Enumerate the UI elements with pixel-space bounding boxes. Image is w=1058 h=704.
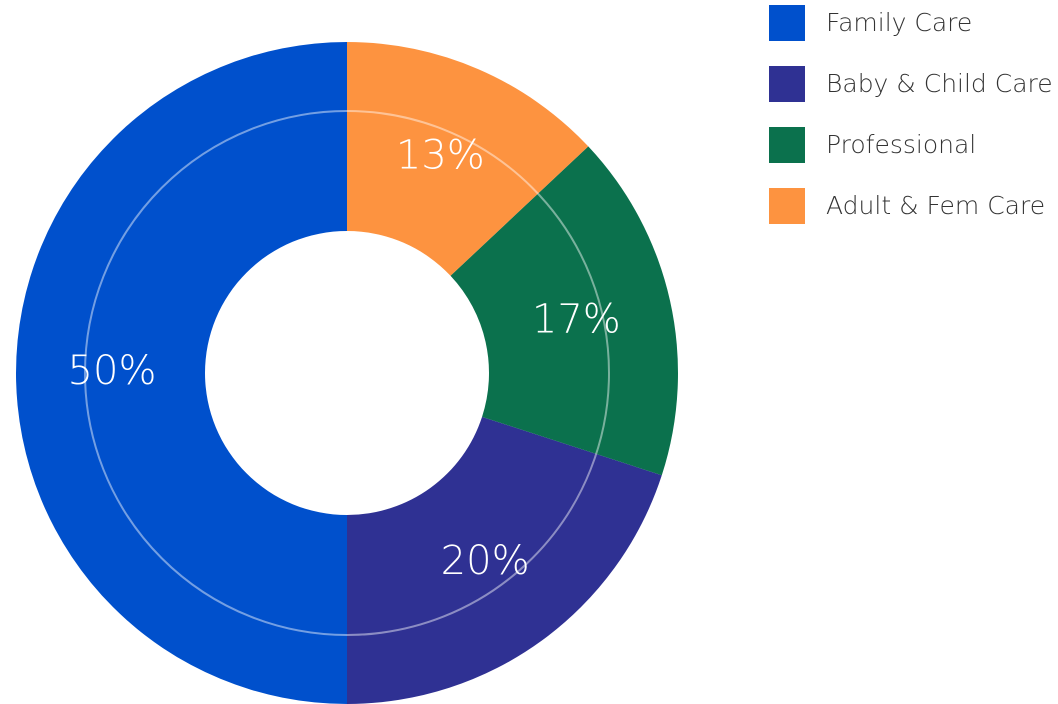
legend-label: Adult & Fem Care [826,191,1045,220]
legend-label: Family Care [826,8,972,37]
donut-slice [347,42,589,276]
donut-slice [347,416,662,704]
legend-label: Professional [826,130,976,159]
data-label: 20% [441,538,530,584]
donut-slice [16,42,347,704]
donut-slice [450,146,679,476]
legend-label: Baby & Child Care [826,69,1053,98]
data-label: 50% [68,348,157,394]
legend-swatch [769,66,805,102]
legend-swatch [769,5,805,41]
legend-swatch [769,127,805,163]
data-label: 13% [396,132,485,178]
inner-ring [84,110,610,636]
legend-swatch [769,188,805,224]
data-label: 17% [532,297,621,343]
